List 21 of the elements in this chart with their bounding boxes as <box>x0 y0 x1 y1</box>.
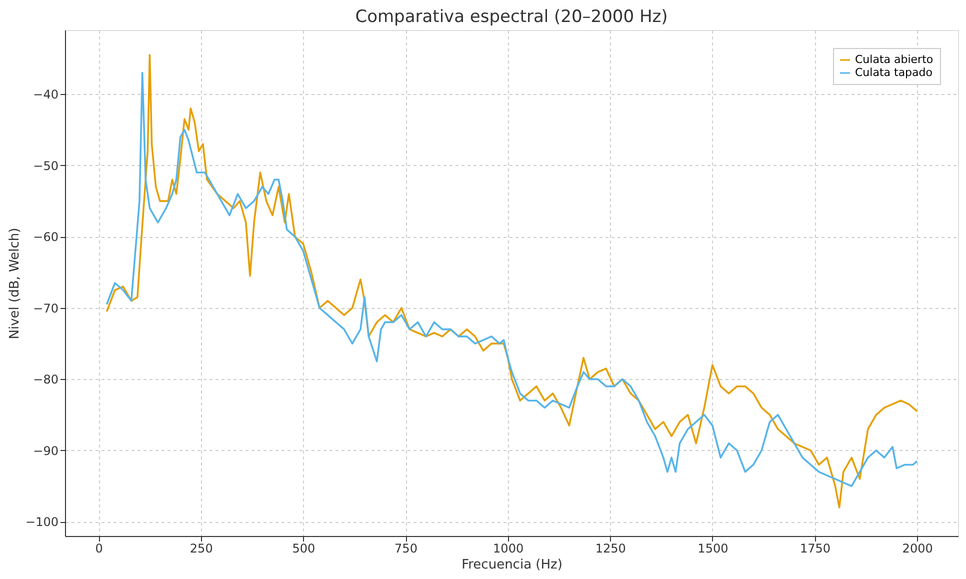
y-tick-label: −40 <box>33 88 58 102</box>
y-axis-title: Nivel (dB, Welch) <box>8 228 23 340</box>
x-axis-title: Frecuencia (Hz) <box>462 558 562 572</box>
y-tick-label: −70 <box>33 301 58 316</box>
x-tick-label: 250 <box>190 542 213 556</box>
y-tick-label: −60 <box>33 230 58 244</box>
chart-title: Comparativa espectral (20–2000 Hz) <box>355 7 668 27</box>
x-tick-label: 500 <box>292 542 316 556</box>
y-tick-label: −90 <box>33 444 58 458</box>
legend-label: Culata tapado <box>855 66 933 79</box>
legend-label: Culata abierto <box>855 53 934 66</box>
x-tick-label: 1750 <box>800 542 831 556</box>
x-tick-label: 1250 <box>595 542 626 556</box>
x-tick-label: 0 <box>95 542 103 556</box>
x-tick-label: 750 <box>394 542 418 556</box>
x-tick-label: 2000 <box>902 542 933 556</box>
x-tick-label: 1500 <box>698 542 728 556</box>
y-tick-label: −80 <box>33 372 58 387</box>
x-tick-label: 1000 <box>493 542 524 556</box>
y-tick-label: −50 <box>33 158 58 173</box>
y-tick-label: −100 <box>26 515 58 530</box>
